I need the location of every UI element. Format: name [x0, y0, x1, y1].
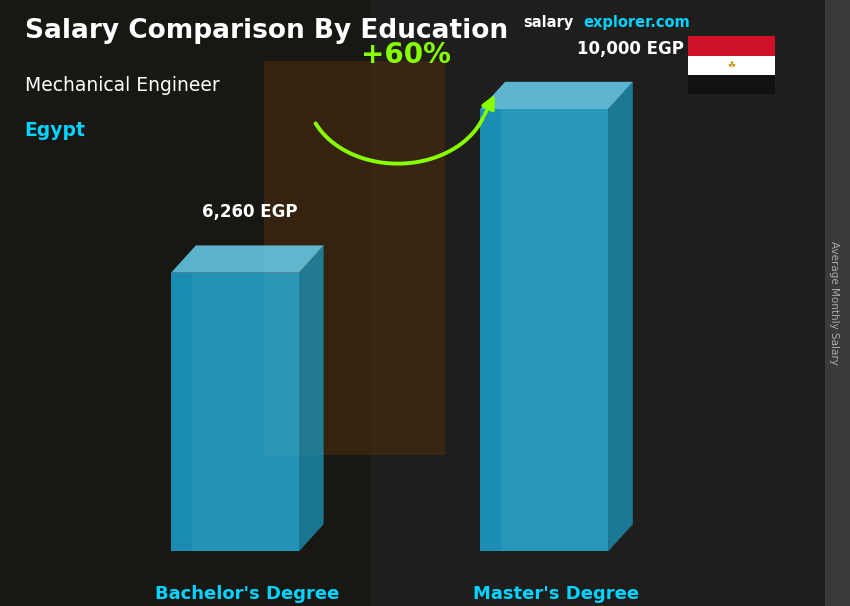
Polygon shape	[480, 109, 608, 551]
Polygon shape	[171, 273, 299, 551]
Text: 6,260 EGP: 6,260 EGP	[202, 203, 298, 221]
Text: explorer.com: explorer.com	[584, 15, 690, 30]
Polygon shape	[608, 82, 632, 551]
Bar	[688, 36, 775, 56]
Bar	[688, 56, 775, 75]
Text: +60%: +60%	[361, 41, 451, 68]
Text: salary: salary	[524, 15, 574, 30]
Text: Salary Comparison By Education: Salary Comparison By Education	[25, 18, 507, 44]
Text: 10,000 EGP: 10,000 EGP	[577, 39, 684, 58]
Bar	[0, 0, 371, 606]
Polygon shape	[480, 109, 501, 551]
Polygon shape	[299, 245, 324, 551]
Bar	[264, 61, 445, 455]
Text: Egypt: Egypt	[25, 121, 86, 140]
Bar	[371, 0, 824, 606]
Bar	[688, 75, 775, 94]
Polygon shape	[480, 82, 632, 109]
Text: Master's Degree: Master's Degree	[473, 585, 639, 603]
Text: Average Monthly Salary: Average Monthly Salary	[829, 241, 839, 365]
Text: Bachelor's Degree: Bachelor's Degree	[156, 585, 339, 603]
Text: Mechanical Engineer: Mechanical Engineer	[25, 76, 219, 95]
Text: ☘: ☘	[728, 61, 736, 70]
Polygon shape	[171, 245, 324, 273]
Polygon shape	[171, 273, 192, 551]
